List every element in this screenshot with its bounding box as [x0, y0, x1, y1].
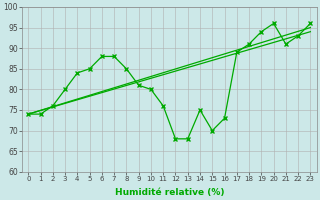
- X-axis label: Humidité relative (%): Humidité relative (%): [115, 188, 224, 197]
